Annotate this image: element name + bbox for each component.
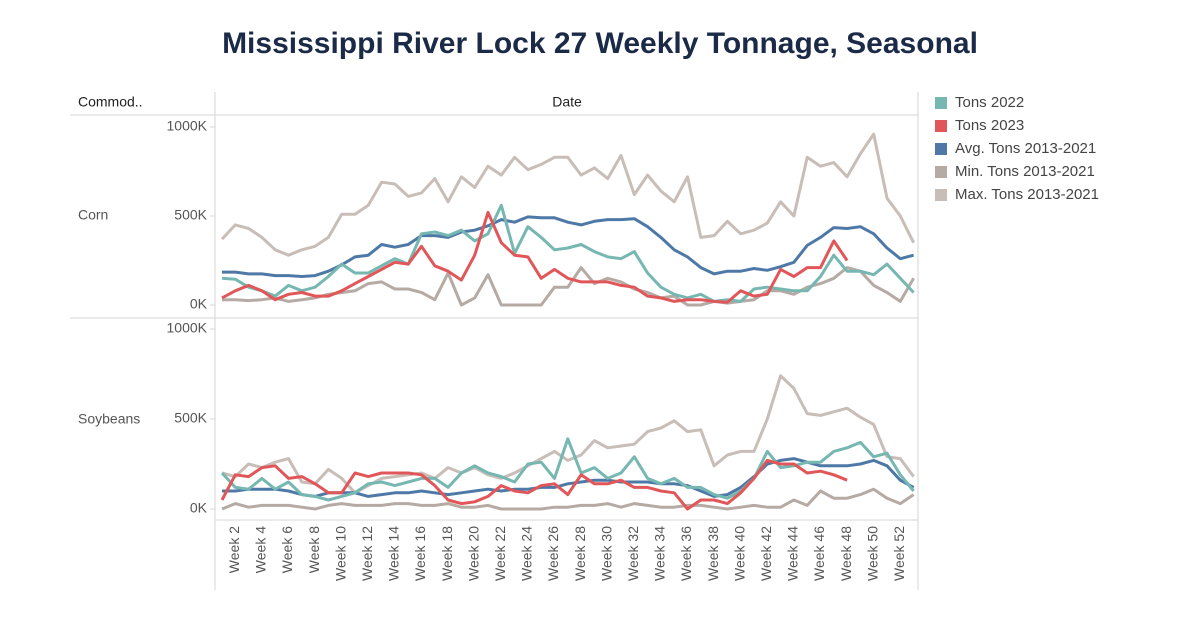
x-tick-label: Week 46 bbox=[811, 526, 827, 581]
legend-swatch bbox=[935, 120, 947, 132]
x-tick-label: Week 4 bbox=[253, 526, 269, 573]
y-tick-label: 500K bbox=[174, 410, 207, 426]
x-tick-label: Week 48 bbox=[838, 526, 854, 581]
x-tick-label: Week 2 bbox=[226, 526, 242, 573]
y-tick-label: 0K bbox=[190, 500, 208, 516]
x-tick-label: Week 24 bbox=[519, 526, 535, 581]
legend-label: Tons 2023 bbox=[955, 117, 1024, 134]
series-line bbox=[220, 458, 848, 511]
y-tick-label: 1000K bbox=[167, 320, 208, 336]
x-header: Date bbox=[552, 94, 582, 110]
x-tick-label: Week 10 bbox=[332, 526, 348, 581]
x-tick-label: Week 38 bbox=[705, 526, 721, 581]
y-tick-label: 1000K bbox=[167, 118, 208, 134]
legend-label: Avg. Tons 2013-2021 bbox=[955, 140, 1096, 157]
series-line bbox=[221, 210, 849, 304]
x-tick-label: Week 22 bbox=[492, 526, 508, 581]
x-tick-label: Week 30 bbox=[598, 526, 614, 581]
x-tick-label: Week 40 bbox=[731, 526, 747, 581]
x-tick-label: Week 26 bbox=[545, 526, 561, 581]
y-tick-label: 0K bbox=[190, 296, 208, 312]
x-tick-label: Week 14 bbox=[386, 526, 402, 581]
x-tick-label: Week 52 bbox=[891, 526, 907, 581]
x-tick-label: Week 8 bbox=[306, 526, 322, 573]
legend-swatch bbox=[935, 189, 947, 201]
series-line bbox=[220, 132, 915, 257]
y-tick-label: 500K bbox=[174, 207, 207, 223]
row-label: Soybeans bbox=[78, 411, 140, 427]
legend-label: Min. Tons 2013-2021 bbox=[955, 163, 1095, 180]
row-header: Commod.. bbox=[78, 94, 143, 110]
chart-title: Mississippi River Lock 27 Weekly Tonnage… bbox=[222, 27, 978, 60]
legend-swatch bbox=[935, 143, 947, 155]
x-tick-label: Week 18 bbox=[439, 526, 455, 581]
legend-label: Max. Tons 2013-2021 bbox=[955, 186, 1099, 203]
row-label: Corn bbox=[78, 207, 108, 223]
x-tick-label: Week 42 bbox=[758, 526, 774, 581]
x-tick-label: Week 12 bbox=[359, 526, 375, 581]
legend-swatch bbox=[935, 166, 947, 178]
x-tick-label: Week 6 bbox=[279, 526, 295, 573]
x-tick-label: Week 20 bbox=[465, 526, 481, 581]
x-tick-label: Week 50 bbox=[864, 526, 880, 581]
x-tick-label: Week 32 bbox=[625, 526, 641, 581]
legend-swatch bbox=[935, 97, 947, 109]
x-tick-label: Week 34 bbox=[652, 526, 668, 581]
x-tick-label: Week 16 bbox=[412, 526, 428, 581]
x-tick-label: Week 36 bbox=[678, 526, 694, 581]
x-tick-label: Week 28 bbox=[572, 526, 588, 581]
series-line bbox=[221, 374, 915, 495]
series-line bbox=[221, 487, 915, 511]
series-line bbox=[220, 437, 915, 502]
legend-label: Tons 2022 bbox=[955, 94, 1024, 111]
x-tick-label: Week 44 bbox=[785, 526, 801, 581]
series-line bbox=[221, 203, 915, 303]
